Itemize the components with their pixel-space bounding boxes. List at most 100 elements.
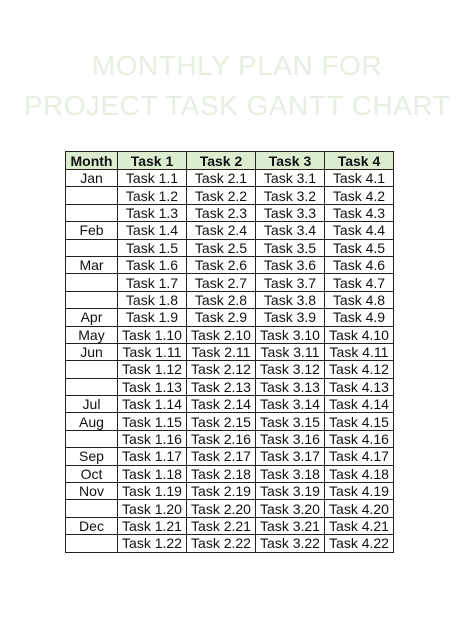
task-4-cell: Task 4.2 xyxy=(324,186,394,205)
task-2-cell: Task 2.16 xyxy=(186,429,256,449)
task-4-cell: Task 4.1 xyxy=(324,168,394,188)
task-4-cell: Task 4.19 xyxy=(324,482,394,501)
task-4-cell: Task 4.12 xyxy=(324,360,394,379)
title-line-2: PROJECT TASK GANTT CHART xyxy=(23,90,451,121)
month-cell xyxy=(65,238,118,257)
month-cell xyxy=(65,273,118,292)
table-row: Task 1.8 Task 2.8 Task 3.8 Task 4.8 xyxy=(65,290,394,310)
table-row: Task 1.2 Task 2.2 Task 3.2 Task 4.2 xyxy=(65,186,394,205)
task-table: Month Task 1 Task 2 Task 3 Task 4 Jan Tas… xyxy=(65,151,394,553)
task-2-cell: Task 2.14 xyxy=(186,395,256,414)
month-cell xyxy=(65,534,118,553)
month-cell xyxy=(65,360,118,379)
task-2-cell: Task 2.22 xyxy=(186,534,256,553)
table-row: Jul Task 1.14 Task 2.14 Task 3.14 Task 4.14 xyxy=(65,395,394,414)
table-row: Dec Task 1.21 Task 2.21 Task 3.21 Task 4.21 xyxy=(65,516,394,536)
task-2-cell: Task 2.21 xyxy=(186,516,256,536)
month-cell: Apr xyxy=(65,308,118,327)
task-3-cell: Task 3.7 xyxy=(255,273,325,292)
header-task-2: Task 2 xyxy=(186,151,256,170)
task-1-cell: Task 1.7 xyxy=(117,273,187,292)
table-row: Mar Task 1.6 Task 2.6 Task 3.6 Task 4.6 xyxy=(65,255,394,275)
task-1-cell: Task 1.3 xyxy=(117,203,187,223)
task-2-cell: Task 2.19 xyxy=(186,482,256,501)
month-cell xyxy=(65,186,118,205)
task-3-cell: Task 3.1 xyxy=(255,168,325,188)
header-task-3: Task 3 xyxy=(255,151,325,170)
task-2-cell: Task 2.15 xyxy=(186,412,256,431)
month-cell: Nov xyxy=(65,482,118,501)
task-1-cell: Task 1.16 xyxy=(117,429,187,449)
table-row: Jan Task 1.1 Task 2.1 Task 3.1 Task 4.1 xyxy=(65,168,394,188)
table-row: Jun Task 1.11 Task 2.11 Task 3.11 Task 4.11 xyxy=(65,342,394,362)
task-3-cell: Task 3.6 xyxy=(255,255,325,275)
month-cell xyxy=(65,290,118,310)
task-3-cell: Task 3.11 xyxy=(255,342,325,362)
task-3-cell: Task 3.2 xyxy=(255,186,325,205)
task-2-cell: Task 2.6 xyxy=(186,255,256,275)
task-4-cell: Task 4.11 xyxy=(324,342,394,362)
task-1-cell: Task 1.17 xyxy=(117,447,187,466)
task-4-cell: Task 4.7 xyxy=(324,273,394,292)
table-row: Aug Task 1.15 Task 2.15 Task 3.15 Task 4.15 xyxy=(65,412,394,431)
task-4-cell: Task 4.13 xyxy=(324,377,394,397)
task-3-cell: Task 3.12 xyxy=(255,360,325,379)
task-3-cell: Task 3.19 xyxy=(255,482,325,501)
table-row: Task 1.3 Task 2.3 Task 3.3 Task 4.3 xyxy=(65,203,394,223)
task-4-cell: Task 4.5 xyxy=(324,238,394,257)
table-header-row: Month Task 1 Task 2 Task 3 Task 4 xyxy=(65,151,394,170)
task-4-cell: Task 4.18 xyxy=(324,464,394,484)
task-1-cell: Task 1.2 xyxy=(117,186,187,205)
task-1-cell: Task 1.15 xyxy=(117,412,187,431)
task-1-cell: Task 1.8 xyxy=(117,290,187,310)
task-1-cell: Task 1.11 xyxy=(117,342,187,362)
task-3-cell: Task 3.13 xyxy=(255,377,325,397)
month-cell xyxy=(65,377,118,397)
task-1-cell: Task 1.4 xyxy=(117,221,187,240)
task-4-cell: Task 4.9 xyxy=(324,308,394,327)
task-4-cell: Task 4.8 xyxy=(324,290,394,310)
month-cell xyxy=(65,499,118,518)
task-4-cell: Task 4.6 xyxy=(324,255,394,275)
table-row: Task 1.13 Task 2.13 Task 3.13 Task 4.13 xyxy=(65,377,394,397)
month-cell: Feb xyxy=(65,221,118,240)
month-cell: Dec xyxy=(65,516,118,536)
task-3-cell: Task 3.5 xyxy=(255,238,325,257)
task-2-cell: Task 2.2 xyxy=(186,186,256,205)
task-1-cell: Task 1.1 xyxy=(117,168,187,188)
month-cell: Oct xyxy=(65,464,118,484)
month-cell: May xyxy=(65,325,118,344)
table-row: Task 1.20 Task 2.20 Task 3.20 Task 4.20 xyxy=(65,499,394,518)
header-task-1: Task 1 xyxy=(117,151,187,170)
task-2-cell: Task 2.5 xyxy=(186,238,256,257)
month-cell xyxy=(65,203,118,223)
task-2-cell: Task 2.7 xyxy=(186,273,256,292)
table-row: Feb Task 1.4 Task 2.4 Task 3.4 Task 4.4 xyxy=(65,221,394,240)
table-row: Oct Task 1.18 Task 2.18 Task 3.18 Task 4.18 xyxy=(65,464,394,484)
month-cell: Sep xyxy=(65,447,118,466)
table-row: Task 1.7 Task 2.7 Task 3.7 Task 4.7 xyxy=(65,273,394,292)
task-1-cell: Task 1.10 xyxy=(117,325,187,344)
task-2-cell: Task 2.9 xyxy=(186,308,256,327)
task-3-cell: Task 3.8 xyxy=(255,290,325,310)
task-4-cell: Task 4.21 xyxy=(324,516,394,536)
task-2-cell: Task 2.18 xyxy=(186,464,256,484)
month-cell: Aug xyxy=(65,412,118,431)
task-4-cell: Task 4.4 xyxy=(324,221,394,240)
task-4-cell: Task 4.16 xyxy=(324,429,394,449)
task-3-cell: Task 3.18 xyxy=(255,464,325,484)
task-2-cell: Task 2.1 xyxy=(186,168,256,188)
task-1-cell: Task 1.19 xyxy=(117,482,187,501)
task-1-cell: Task 1.21 xyxy=(117,516,187,536)
task-4-cell: Task 4.10 xyxy=(324,325,394,344)
task-1-cell: Task 1.22 xyxy=(117,534,187,553)
month-cell: Jan xyxy=(65,168,118,188)
month-cell: Jul xyxy=(65,395,118,414)
task-4-cell: Task 4.22 xyxy=(324,534,394,553)
table-row: Task 1.5 Task 2.5 Task 3.5 Task 4.5 xyxy=(65,238,394,257)
task-1-cell: Task 1.6 xyxy=(117,255,187,275)
task-3-cell: Task 3.16 xyxy=(255,429,325,449)
task-3-cell: Task 3.20 xyxy=(255,499,325,518)
task-1-cell: Task 1.13 xyxy=(117,377,187,397)
